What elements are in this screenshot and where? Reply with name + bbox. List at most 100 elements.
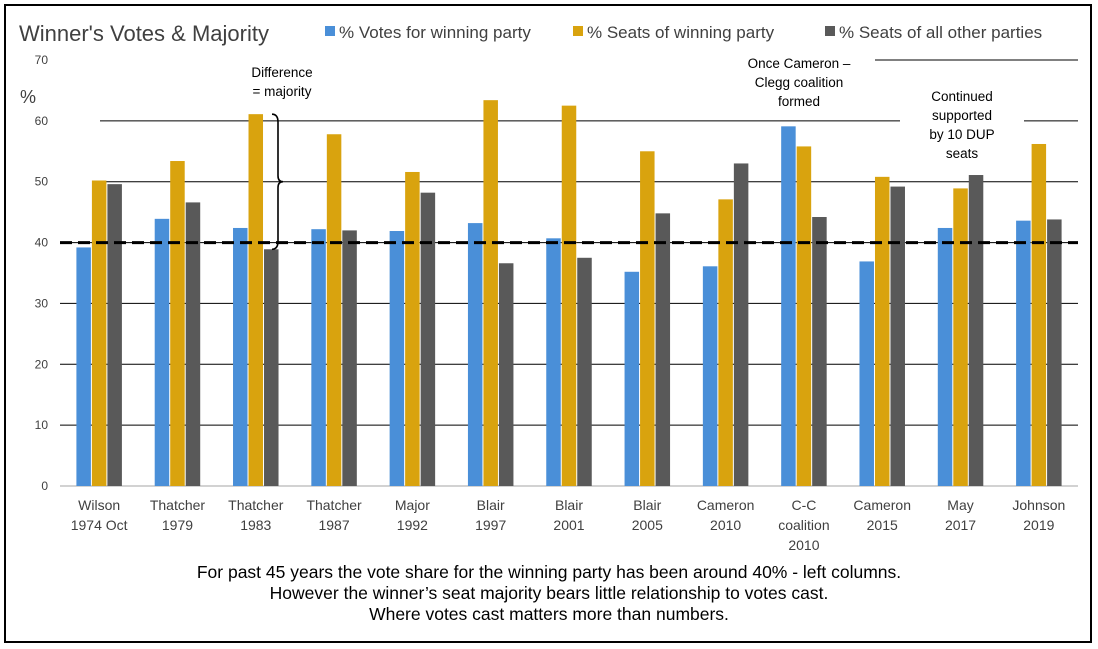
bar bbox=[91, 180, 107, 487]
bar bbox=[859, 261, 874, 486]
x-tick-label: Major bbox=[395, 497, 430, 513]
annotation-text: = majority bbox=[253, 84, 312, 99]
y-tick-label: 60 bbox=[35, 114, 49, 128]
y-tick-label: 10 bbox=[35, 418, 49, 432]
bar bbox=[233, 227, 248, 487]
y-tick-label: 20 bbox=[35, 357, 49, 371]
caption-line-3: Where votes cast matters more than numbe… bbox=[369, 604, 729, 624]
bar bbox=[389, 231, 405, 486]
bar bbox=[342, 230, 357, 486]
bar bbox=[796, 146, 812, 486]
bar bbox=[781, 126, 796, 486]
bar bbox=[640, 151, 655, 487]
x-tick-label: 2015 bbox=[867, 517, 898, 533]
bar bbox=[405, 171, 420, 486]
annotation-background bbox=[900, 86, 1024, 166]
bar bbox=[326, 134, 342, 486]
x-tick-label: Cameron bbox=[853, 497, 911, 513]
bar bbox=[624, 271, 640, 486]
legend-label: % Seats of winning party bbox=[587, 23, 775, 42]
y-axis-ticks: 0 10 20 30 40 50 60 70 bbox=[35, 53, 49, 493]
bar bbox=[170, 161, 185, 486]
bar bbox=[185, 202, 201, 487]
majority-brace bbox=[271, 113, 284, 251]
x-tick-label: 1992 bbox=[397, 517, 428, 533]
bar bbox=[420, 192, 436, 486]
y-tick-label: 40 bbox=[35, 236, 49, 250]
annotations: Difference = majority Once Cameron – Clegg … bbox=[220, 53, 1024, 251]
y-tick-label: 0 bbox=[41, 479, 48, 493]
bar bbox=[733, 163, 749, 486]
bar bbox=[248, 114, 264, 487]
x-tick-label: Johnson bbox=[1012, 497, 1065, 513]
x-tick-label: 2001 bbox=[553, 517, 584, 533]
bar bbox=[107, 184, 122, 487]
legend-swatch bbox=[325, 26, 335, 36]
x-tick-label: Wilson bbox=[78, 497, 120, 513]
bar bbox=[76, 247, 91, 486]
bar bbox=[483, 100, 498, 486]
x-tick-label: Blair bbox=[633, 497, 661, 513]
bar bbox=[467, 223, 483, 486]
y-axis-label: % bbox=[20, 87, 36, 107]
bar bbox=[1047, 219, 1062, 486]
x-tick-label: C-C bbox=[791, 497, 816, 513]
x-tick-label: 2010 bbox=[710, 517, 741, 533]
x-tick-label: 1987 bbox=[318, 517, 349, 533]
x-tick-label: 2010 bbox=[788, 537, 819, 553]
x-tick-label: May bbox=[947, 497, 973, 513]
x-tick-label: 1997 bbox=[475, 517, 506, 533]
x-tick-label: 1974 Oct bbox=[71, 517, 128, 533]
x-tick-label: 1983 bbox=[240, 517, 271, 533]
bar bbox=[498, 263, 514, 486]
annotation-text: by 10 DUP bbox=[929, 127, 994, 142]
x-axis-labels: Wilson 1974 Oct Thatcher 1979 Thatcher 1983 Th… bbox=[71, 497, 1066, 553]
bar bbox=[702, 266, 718, 486]
y-tick-label: 50 bbox=[35, 175, 49, 189]
bar bbox=[264, 249, 279, 486]
annotation-text: Once Cameron – bbox=[748, 56, 851, 71]
caption: For past 45 years the vote share for the… bbox=[0, 562, 1098, 625]
x-tick-label: 2017 bbox=[945, 517, 976, 533]
caption-line-1: For past 45 years the vote share for the… bbox=[196, 562, 902, 582]
bar bbox=[953, 188, 968, 486]
bar bbox=[874, 176, 890, 487]
bar bbox=[1016, 220, 1031, 487]
annotation-text: Difference bbox=[251, 65, 312, 80]
bar bbox=[718, 199, 733, 486]
bar bbox=[655, 213, 671, 487]
x-tick-label: 1979 bbox=[162, 517, 193, 533]
legend-swatch bbox=[573, 26, 583, 36]
x-tick-label: Thatcher bbox=[228, 497, 284, 513]
legend: % Votes for winning party % Seats of winn… bbox=[325, 23, 1042, 42]
bar bbox=[1031, 143, 1047, 487]
bar bbox=[577, 257, 592, 486]
annotation-text: seats bbox=[946, 146, 979, 161]
legend-label: % Seats of all other parties bbox=[839, 23, 1042, 42]
bar bbox=[311, 229, 326, 486]
legend-swatch bbox=[825, 26, 835, 36]
annotation-text: Continued bbox=[931, 89, 993, 104]
annotation-background bbox=[220, 62, 344, 104]
bar bbox=[968, 175, 984, 486]
y-tick-label: 30 bbox=[35, 296, 49, 310]
bar bbox=[546, 238, 561, 486]
x-tick-label: Blair bbox=[477, 497, 505, 513]
x-tick-label: Cameron bbox=[697, 497, 755, 513]
bar bbox=[561, 105, 577, 487]
bar bbox=[154, 218, 170, 486]
x-tick-label: 2019 bbox=[1023, 517, 1054, 533]
bar bbox=[812, 217, 827, 487]
x-tick-label: Thatcher bbox=[150, 497, 206, 513]
bar-chart: Winner's Votes & Majority % Votes for wi… bbox=[19, 21, 1078, 553]
x-tick-label: Blair bbox=[555, 497, 583, 513]
bar bbox=[890, 186, 905, 486]
annotation-text: formed bbox=[778, 94, 820, 109]
bars bbox=[76, 100, 1062, 487]
legend-label: % Votes for winning party bbox=[339, 23, 531, 42]
annotation-background bbox=[737, 53, 861, 114]
annotation-text: supported bbox=[932, 108, 992, 123]
x-tick-label: 2005 bbox=[632, 517, 663, 533]
chart-title: Winner's Votes & Majority bbox=[19, 21, 269, 46]
y-tick-label: 70 bbox=[35, 53, 49, 67]
